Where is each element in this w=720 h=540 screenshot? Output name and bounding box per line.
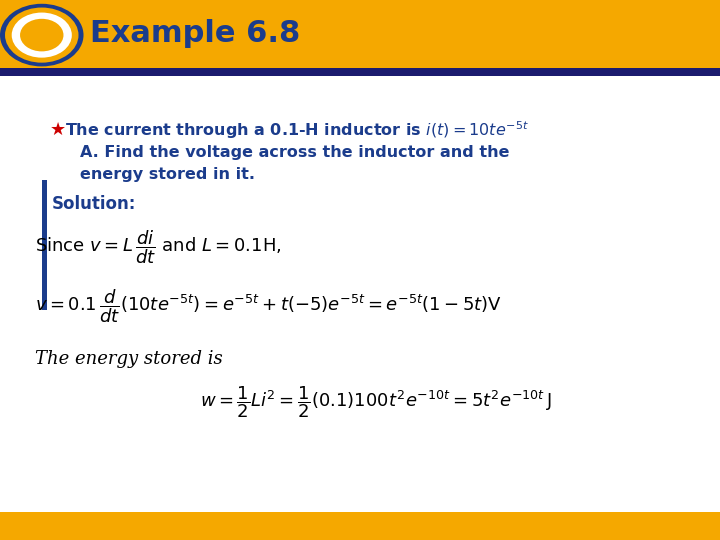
Text: 52: 52: [690, 518, 710, 532]
Bar: [42, 180, 47, 310]
Text: The current through a 0.1-H inductor is $i(t) = 10te^{-5t}$: The current through a 0.1-H inductor is …: [65, 119, 529, 141]
Text: Solution:: Solution:: [52, 195, 136, 213]
Text: Eastern Mediterranean University: Eastern Mediterranean University: [254, 520, 466, 530]
Text: Since $v = L\,\dfrac{di}{dt}$ and $L = 0.1\mathrm{H},$: Since $v = L\,\dfrac{di}{dt}$ and $L = 0…: [35, 228, 282, 266]
Text: The energy stored is: The energy stored is: [35, 350, 222, 368]
Text: energy stored in it.: energy stored in it.: [80, 166, 255, 181]
Text: Example 6.8: Example 6.8: [90, 19, 300, 48]
Text: ★: ★: [50, 121, 66, 139]
Text: $v = 0.1\,\dfrac{d}{dt}(10te^{-5t}) = e^{-5t} + t(-5)e^{-5t} = e^{-5t}(1-5t)\mat: $v = 0.1\,\dfrac{d}{dt}(10te^{-5t}) = e^…: [35, 287, 502, 325]
Text: $w = \dfrac{1}{2}Li^2 = \dfrac{1}{2}(0.1)100t^2e^{-10t} = 5t^2e^{-10t}\,\mathrm{: $w = \dfrac{1}{2}Li^2 = \dfrac{1}{2}(0.1…: [200, 384, 552, 420]
Text: A. Find the voltage across the inductor and the: A. Find the voltage across the inductor …: [80, 145, 510, 159]
